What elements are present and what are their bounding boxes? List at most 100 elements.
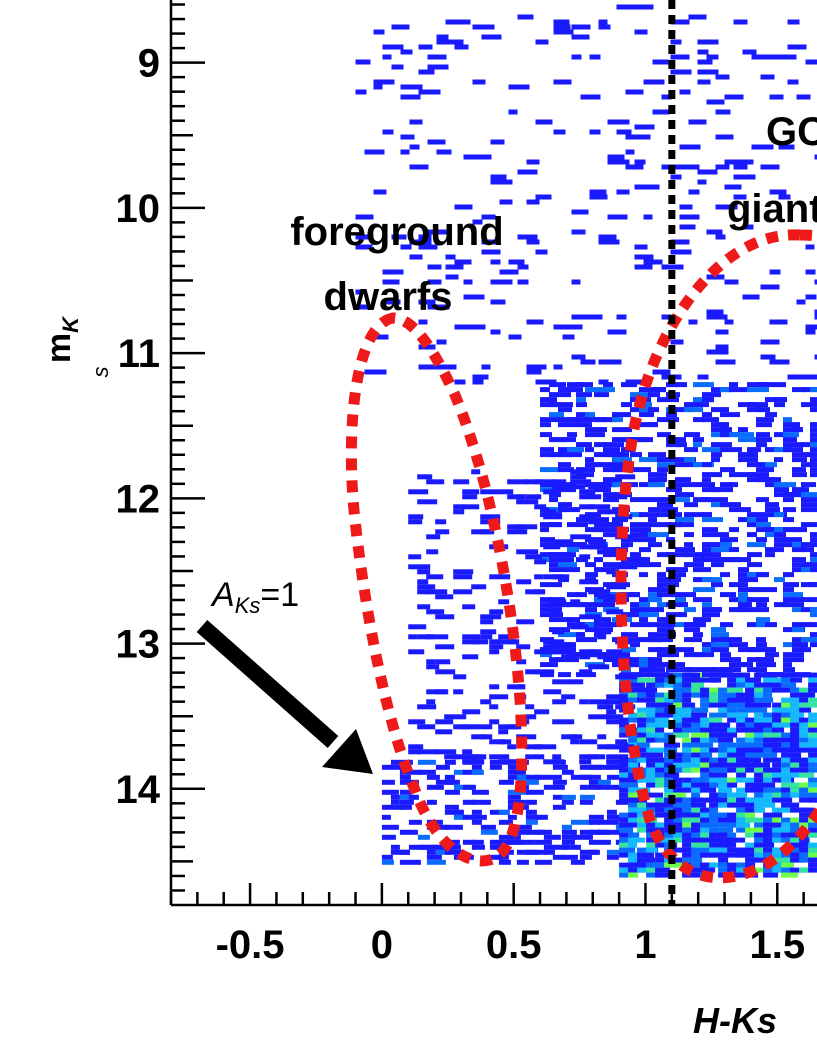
heat-cell-2 xyxy=(738,602,752,608)
heat-cell-4 xyxy=(580,314,603,320)
heat-cell-3 xyxy=(606,759,622,765)
heat-cell-4 xyxy=(814,354,817,360)
heat-cell-2 xyxy=(738,517,750,523)
heat-cell-2 xyxy=(810,432,817,438)
heat-cell-2 xyxy=(720,447,742,453)
heat-cell-3 xyxy=(453,479,470,485)
heat-cell-4 xyxy=(517,169,538,175)
heat-cell-4 xyxy=(490,259,501,265)
heat-cell-2 xyxy=(810,532,817,538)
heat-cell-4 xyxy=(670,339,684,345)
heat-cell-4 xyxy=(454,44,469,50)
heat-cell-1 xyxy=(682,842,699,848)
heat-cell-1 xyxy=(799,837,810,843)
heat-cell-1 xyxy=(682,807,696,813)
heat-cell-2 xyxy=(567,632,583,638)
heat-cell-2 xyxy=(540,652,552,658)
heat-cell-4 xyxy=(490,299,506,305)
heat-cell-2 xyxy=(801,402,817,408)
heat-cell-2 xyxy=(738,472,755,478)
heat-cell-2 xyxy=(729,527,739,533)
heat-cell-0 xyxy=(543,834,561,840)
heat-cell-0 xyxy=(606,784,622,790)
heat-cell-2 xyxy=(666,537,675,543)
heat-cell-3 xyxy=(435,644,455,650)
heat-cell-1 xyxy=(736,827,751,833)
heat-cell-2 xyxy=(774,397,786,403)
heat-cell-2 xyxy=(711,427,727,433)
heat-cell-1 xyxy=(808,762,817,768)
heat-cell-1 xyxy=(691,832,702,838)
heat-cell-2 xyxy=(576,517,594,523)
heat-cell-1 xyxy=(682,747,696,753)
heat-cell-1 xyxy=(709,687,722,693)
heat-cell-1 xyxy=(700,837,716,843)
heat-cell-4 xyxy=(490,179,513,185)
heat-cell-0 xyxy=(462,814,477,820)
heat-cell-3 xyxy=(588,589,611,595)
heat-cell-1 xyxy=(799,722,815,728)
heat-cell-2 xyxy=(576,637,597,643)
heat-cell-3 xyxy=(489,649,500,655)
heat-cell-4 xyxy=(706,309,724,315)
heat-cell-2 xyxy=(747,597,769,603)
heat-cell-1 xyxy=(772,787,790,793)
heat-cell-0 xyxy=(399,859,421,865)
heat-cell-3 xyxy=(507,529,528,535)
heat-cell-2 xyxy=(540,447,554,453)
heat-cell-2 xyxy=(693,632,703,638)
heat-cell-1 xyxy=(799,857,817,863)
heat-cell-3 xyxy=(588,504,611,510)
heat-cell-4 xyxy=(571,314,589,320)
heat-cell-1 xyxy=(619,847,636,853)
heat-cell-2 xyxy=(747,447,761,453)
heat-cell-2 xyxy=(792,547,804,553)
heat-cell-2 xyxy=(711,627,726,633)
heat-cell-2 xyxy=(702,612,720,618)
heat-cell-2 xyxy=(801,547,814,553)
heat-cell-3 xyxy=(579,514,597,520)
heat-cell-2 xyxy=(639,422,656,428)
heat-cell-0 xyxy=(408,819,422,825)
heat-cell-2 xyxy=(666,487,682,493)
heat-cell-4 xyxy=(373,334,389,340)
heat-cell-2 xyxy=(720,482,733,488)
heat-cell-2 xyxy=(657,552,674,558)
heat-cell-2 xyxy=(576,382,593,388)
heat-cell-4 xyxy=(373,29,385,35)
heat-cell-3 xyxy=(606,609,624,615)
heat-cell-1 xyxy=(790,727,801,733)
heat-cell-1 xyxy=(637,777,651,783)
heat-cell-0 xyxy=(471,799,482,805)
heat-cell-3 xyxy=(444,719,454,725)
heat-cell-4 xyxy=(625,379,646,385)
heat-cell-3 xyxy=(453,574,473,580)
heat-cell-3 xyxy=(516,579,532,585)
heat-cell-4 xyxy=(643,79,665,85)
heat-cell-2 xyxy=(801,387,817,393)
heat-cell-1 xyxy=(727,837,746,843)
heat-cell-2 xyxy=(783,422,800,428)
heat-cell-1 xyxy=(718,862,730,868)
heat-cell-0 xyxy=(525,799,537,805)
heat-cell-1 xyxy=(781,807,798,813)
heat-cell-1 xyxy=(736,862,747,868)
heat-cell-2 xyxy=(783,442,804,448)
heat-cell-3 xyxy=(570,479,592,485)
heat-cell-2 xyxy=(738,572,754,578)
heat-cell-1 xyxy=(619,842,632,848)
heat-cell-1 xyxy=(673,837,689,843)
heat-cell-2 xyxy=(558,657,579,663)
heat-cell-4 xyxy=(499,199,513,205)
heat-cell-4 xyxy=(724,319,734,325)
heat-cell-4 xyxy=(427,139,446,145)
heat-cell-2 xyxy=(603,552,625,558)
heat-cell-3 xyxy=(462,604,476,610)
heat-cell-1 xyxy=(682,757,692,763)
heat-cell-2 xyxy=(657,432,671,438)
heat-cell-2 xyxy=(684,637,702,643)
heat-cell-1 xyxy=(736,752,746,758)
heat-cell-2 xyxy=(792,452,812,458)
y-tick-label: 12 xyxy=(116,477,161,521)
heat-cell-3 xyxy=(489,574,511,580)
